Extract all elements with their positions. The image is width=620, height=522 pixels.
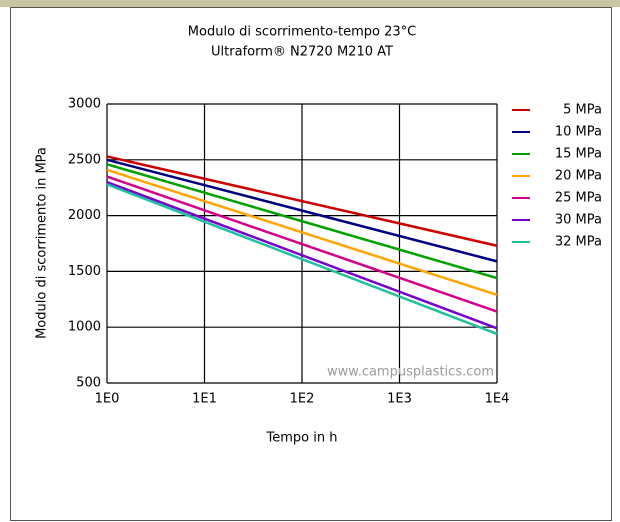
y-axis-label: Modulo di scorrimento in MPa <box>35 147 50 339</box>
y-tick-label: 3000 <box>68 97 101 112</box>
series-line <box>106 168 498 297</box>
chart-title: Modulo di scorrimento-tempo 23°C <box>188 25 416 40</box>
x-axis-label: Tempo in h <box>266 431 338 446</box>
top-strip <box>0 0 620 7</box>
x-tick-label: 1E0 <box>95 392 120 407</box>
watermark: www.campusplastics.com <box>327 365 494 380</box>
y-tick-label: 500 <box>76 376 101 391</box>
x-tick-label: 1E4 <box>485 392 510 407</box>
x-tick-label: 1E3 <box>387 392 412 407</box>
legend-label: 20 MPa <box>555 169 602 184</box>
series-line <box>106 175 498 313</box>
legend-label: 5 MPa <box>563 103 602 118</box>
legend-label: 10 MPa <box>555 125 602 140</box>
chart-subtitle: Ultraform® N2720 M210 AT <box>211 45 393 60</box>
series-line <box>106 163 498 280</box>
legend-label: 32 MPa <box>555 235 602 250</box>
y-tick-label: 2000 <box>68 208 101 223</box>
chart-frame <box>10 7 612 521</box>
legend-label: 30 MPa <box>555 213 602 228</box>
legend-label: 25 MPa <box>555 191 602 206</box>
y-tick-label: 1500 <box>68 264 101 279</box>
x-tick-label: 1E2 <box>290 392 315 407</box>
y-tick-label: 2500 <box>68 152 101 167</box>
series-line <box>106 183 498 336</box>
x-tick-label: 1E1 <box>192 392 217 407</box>
y-tick-label: 1000 <box>68 320 101 335</box>
series-line <box>106 155 498 247</box>
series-line <box>106 158 498 263</box>
legend-label: 15 MPa <box>555 147 602 162</box>
series-line <box>106 180 498 330</box>
